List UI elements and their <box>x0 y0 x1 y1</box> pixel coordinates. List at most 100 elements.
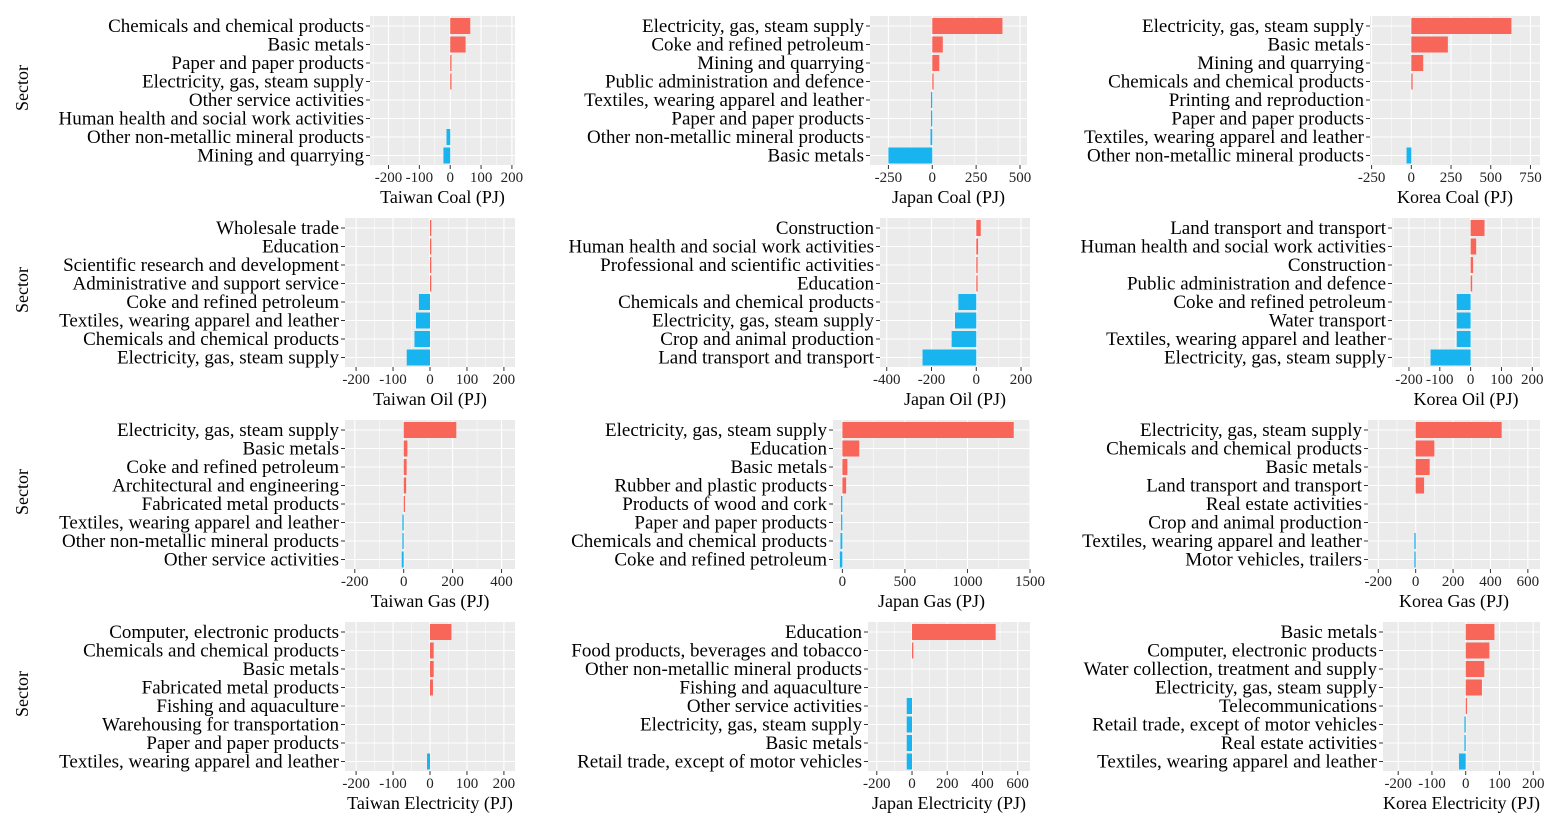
panel-background <box>868 622 1030 771</box>
bar <box>402 514 404 531</box>
category-label: Mining and quarrying <box>697 53 864 74</box>
category-label: Printing and reproduction <box>1169 90 1365 111</box>
bar <box>403 477 407 494</box>
category-label: Human health and social work activities <box>59 109 365 130</box>
category-label: Textiles, wearing apparel and leather <box>584 90 865 111</box>
bar <box>1411 36 1448 53</box>
category-label: Wholesale trade <box>216 218 339 239</box>
category-label: Electricity, gas, steam supply <box>1164 348 1386 369</box>
x-tick-label: -200 <box>341 574 369 590</box>
y-axis-title-row-4: Sector <box>12 671 32 717</box>
bar <box>1414 533 1416 549</box>
x-tick-label: 400 <box>490 574 513 590</box>
bar <box>430 661 434 677</box>
bar <box>1470 220 1485 236</box>
x-tick-label: -250 <box>875 170 903 186</box>
category-label: Rubber and plastic products <box>614 476 827 497</box>
bar <box>450 73 452 90</box>
category-label: Chemicals and chemical products <box>571 531 827 552</box>
panel-background <box>1383 622 1540 771</box>
bar <box>1415 477 1425 494</box>
category-label: Chemicals and chemical products <box>1106 439 1362 460</box>
chart-panel-9: -200 0 200 400 600 Electricity, gas, steam su… <box>1082 420 1540 612</box>
x-tick-label: -100 <box>379 372 407 388</box>
x-tick-label: 100 <box>470 170 493 186</box>
x-axis-title: Japan Oil (PJ) <box>904 389 1006 410</box>
category-label: Basic metals <box>767 146 864 167</box>
category-label: Real estate activities <box>1221 733 1377 754</box>
bar <box>1415 459 1430 475</box>
category-label: Crop and animal production <box>1148 513 1362 534</box>
category-label: Paper and paper products <box>634 513 827 534</box>
y-axis-title-row-2: Sector <box>12 267 32 313</box>
x-tick-label: -100 <box>1418 776 1446 792</box>
bar <box>955 312 977 329</box>
category-label: Computer, electronic products <box>1147 641 1377 662</box>
x-tick-label: -200 <box>863 776 891 792</box>
category-label: Electricity, gas, steam supply <box>605 420 827 441</box>
x-tick-label: -100 <box>379 776 407 792</box>
category-label: Mining and quarrying <box>1197 53 1364 74</box>
category-label: Coke and refined petroleum <box>126 292 339 313</box>
category-label: Land transport and transport <box>658 348 875 369</box>
category-label: Water transport <box>1269 311 1387 332</box>
bar <box>1456 331 1471 347</box>
bar <box>888 147 933 164</box>
x-tick-label: 100 <box>1488 776 1511 792</box>
category-label: Products of wood and cork <box>622 494 827 515</box>
category-label: Crop and animal production <box>660 329 874 350</box>
x-axis-title: Taiwan Electricity (PJ) <box>347 793 513 814</box>
x-axis-title: Korea Oil (PJ) <box>1414 389 1519 410</box>
x-tick-label: 200 <box>1010 372 1033 388</box>
bar <box>1406 147 1412 164</box>
category-label: Other non-metallic mineral products <box>585 659 862 680</box>
bar <box>414 331 430 347</box>
chart-panel-2: -250 0 250 500 Electricity, gas, steam suppl… <box>584 16 1031 208</box>
x-tick-label: 400 <box>1479 574 1502 590</box>
category-label: Basic metals <box>765 733 862 754</box>
bar <box>976 220 981 236</box>
category-label: Basic metals <box>1265 457 1362 478</box>
x-tick-label: 1000 <box>952 574 982 590</box>
category-label: Basic metals <box>242 659 339 680</box>
chart-panel-8: 0 500 1000 1500 Electricity, gas, steam supp… <box>571 420 1045 612</box>
x-tick-label: 250 <box>1440 170 1463 186</box>
bar <box>450 36 466 53</box>
bar <box>450 55 452 71</box>
bar <box>430 220 432 236</box>
category-label: Education <box>750 439 828 460</box>
x-axis-title: Korea Gas (PJ) <box>1399 591 1509 612</box>
bar <box>1411 55 1424 71</box>
x-tick-label: 500 <box>1009 170 1032 186</box>
x-tick-label: 0 <box>1462 776 1470 792</box>
x-tick-label: -200 <box>342 372 370 388</box>
chart-panel-7: -200 0 200 400 Electricity, gas, steam suppl… <box>59 420 515 612</box>
chart-panel-6: -200 -100 0 100 200 Land transport and transp… <box>1081 218 1544 410</box>
x-tick-label: 0 <box>426 776 434 792</box>
x-tick-label: 600 <box>1517 574 1540 590</box>
category-label: Paper and paper products <box>1171 109 1364 130</box>
bar <box>402 533 404 549</box>
bar <box>906 716 913 733</box>
x-tick-label: -200 <box>918 372 946 388</box>
bar <box>930 110 933 127</box>
category-label: Basic metals <box>1267 35 1364 56</box>
x-tick-label: 200 <box>1442 574 1465 590</box>
category-label: Public administration and defence <box>1127 274 1386 295</box>
bar <box>842 422 1014 438</box>
category-label: Water collection, treatment and supply <box>1084 659 1378 680</box>
category-label: Electricity, gas, steam supply <box>117 420 339 441</box>
category-label: Other non-metallic mineral products <box>62 531 339 552</box>
bar <box>403 496 406 512</box>
bar <box>951 331 977 347</box>
category-label: Public administration and defence <box>605 72 864 93</box>
category-label: Telecommunications <box>1219 696 1377 717</box>
category-label: Land transport and transport <box>1146 476 1363 497</box>
category-label: Fabricated metal products <box>142 494 339 515</box>
category-label: Professional and scientific activities <box>600 255 874 276</box>
bar <box>906 753 913 770</box>
